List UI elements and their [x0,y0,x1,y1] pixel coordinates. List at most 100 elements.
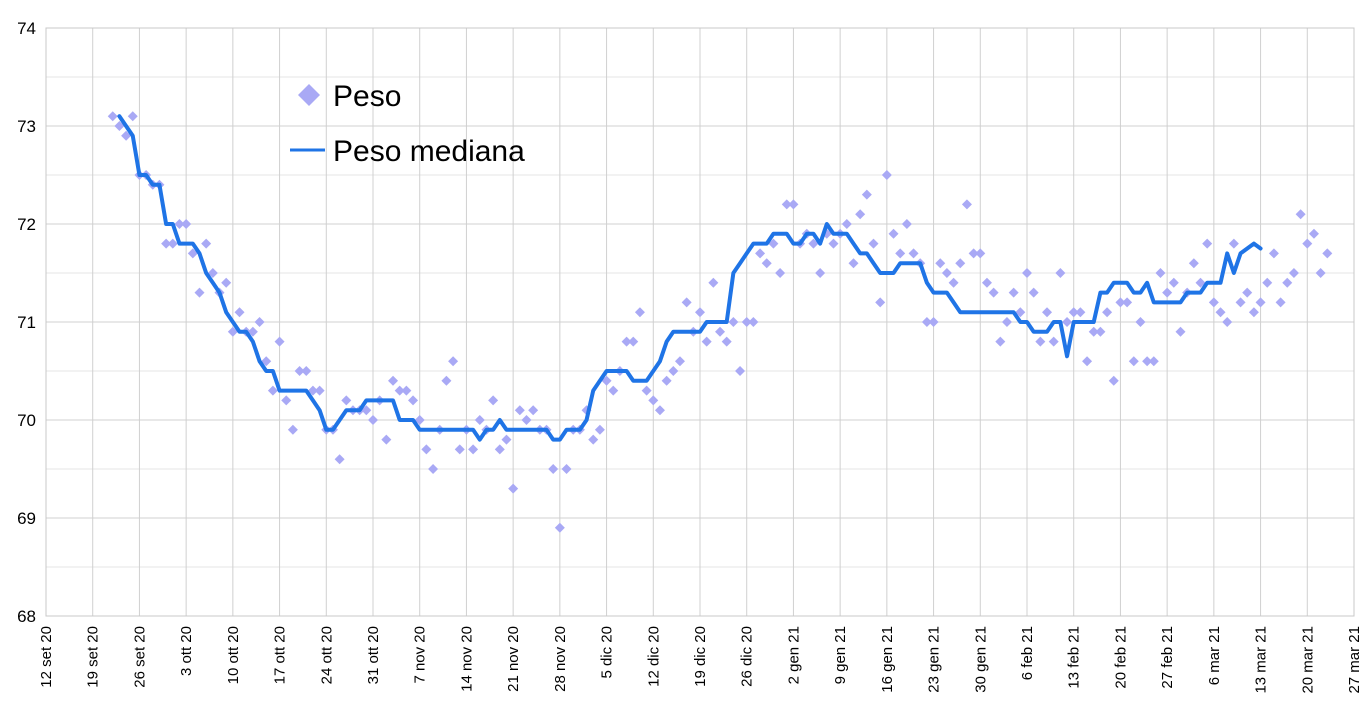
peso-point [421,444,432,455]
peso-point [394,385,405,396]
peso-point [741,317,752,327]
peso-point [334,454,345,465]
peso-point [234,307,245,318]
y-tick-label: 73 [17,117,36,136]
peso-point [561,464,572,474]
peso-point [1142,356,1153,367]
peso-point [261,356,272,367]
peso-point [1148,356,1159,367]
peso-point [1175,326,1186,337]
peso-point [1001,317,1012,327]
x-tick-label: 26 dic 20 [739,626,756,687]
peso-point [201,238,212,249]
peso-point [187,248,198,259]
peso-point [654,405,665,416]
y-tick-label: 69 [17,509,36,528]
peso-point [808,238,819,249]
peso-point [548,464,559,474]
peso-point [121,130,132,141]
x-tick-label: 13 mar 21 [1253,626,1270,694]
peso-point [361,405,372,416]
peso-point [995,336,1006,347]
peso-point [775,268,786,278]
peso-point [855,209,866,220]
peso-point [408,395,419,406]
peso-point [941,268,952,278]
peso-point [267,385,278,396]
peso-point [888,228,899,239]
peso-point [167,238,178,249]
peso-point [748,317,759,327]
y-axis-ticks: 68 69 70 71 72 73 74 [17,19,36,626]
x-tick-label: 30 gen 21 [972,626,989,693]
peso-point [1102,307,1113,318]
peso-point [968,248,979,259]
peso-point [735,366,746,376]
peso-point [107,111,118,122]
peso-point [1242,287,1253,298]
peso-point [695,307,705,318]
x-tick-label: 10 ott 20 [225,626,242,684]
peso-point [114,121,125,131]
peso-point [1282,277,1293,288]
peso-point [1215,307,1226,318]
peso-point [1235,297,1246,308]
peso-point [428,464,439,474]
peso-point [1228,238,1239,249]
peso-point [848,258,859,269]
x-tick-label: 23 gen 21 [926,626,943,693]
x-tick-label: 26 set 20 [131,626,148,688]
peso-point [1082,356,1093,367]
peso-point [554,522,565,533]
x-tick-label: 7 nov 20 [412,626,429,684]
x-tick-label: 27 feb 21 [1159,626,1176,689]
peso-point [1042,307,1053,318]
peso-point [448,356,459,367]
peso-point [1008,287,1019,298]
x-tick-label: 3 ott 20 [178,626,195,676]
y-tick-label: 70 [17,411,36,430]
peso-point [441,375,452,386]
peso-mediana-line [117,114,1263,442]
peso-point [1162,287,1173,298]
peso-point [815,268,826,278]
peso-point [1035,336,1046,347]
peso-point [508,483,519,494]
peso-point [1315,268,1326,278]
x-tick-label: 6 feb 21 [1019,626,1036,680]
peso-point [221,277,232,288]
peso-point [161,238,172,249]
peso-point [314,385,325,396]
peso-point [1262,277,1273,288]
peso-point [935,258,946,269]
legend-peso-marker [298,84,320,106]
peso-point [1088,326,1099,337]
peso-point [768,238,779,249]
peso-point [521,415,532,425]
peso-point [1202,238,1213,249]
peso-point [841,219,852,229]
peso-series [107,111,1333,533]
peso-point [1275,297,1286,308]
peso-point [928,317,939,327]
peso-point [1015,307,1026,318]
x-tick-label: 6 mar 21 [1206,626,1223,685]
x-tick-label: 14 nov 20 [458,626,475,692]
peso-point [921,317,932,327]
peso-point [127,111,138,122]
peso-point [181,219,192,229]
peso-point [501,434,512,445]
x-tick-label: 19 dic 20 [692,626,709,687]
peso-point [981,277,992,288]
peso-point [1108,375,1119,386]
peso-point [988,287,999,298]
peso-point [174,219,185,229]
peso-point [1208,297,1219,308]
peso-point [881,170,892,180]
peso-point [1048,336,1059,347]
peso-point [621,336,632,347]
x-tick-label: 16 gen 21 [879,626,896,693]
peso-point [875,297,886,308]
y-tick-label: 74 [17,19,36,38]
peso-point [1055,268,1066,278]
